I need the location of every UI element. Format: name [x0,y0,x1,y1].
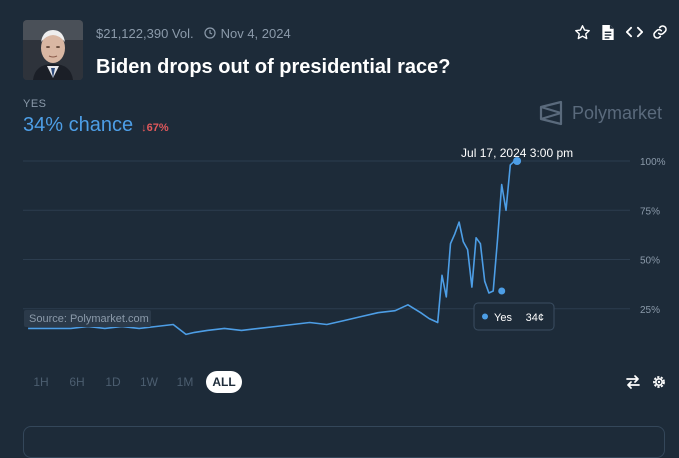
range-1h[interactable]: 1H [33,375,49,389]
hover-point [513,157,522,165]
source-label-bg [24,310,151,327]
chance-delta: ↓67% [141,122,169,134]
market-meta: $21,122,390 Vol. Nov 4, 2024 [96,24,291,42]
end-date: Nov 4, 2024 [203,25,291,41]
polymarket-logo-icon [539,100,563,126]
clock-icon [203,27,216,39]
star-button[interactable] [573,22,591,42]
time-range-selector: 1H 6H 1D 1W 1M ALL [26,371,242,393]
tooltip-series-dot [482,313,488,320]
embed-button[interactable] [625,22,643,42]
document-button[interactable] [599,22,617,42]
polymarket-logo: Polymarket [538,100,662,126]
y-tick-label: 100% [640,157,666,168]
y-tick-label: 75% [640,206,660,217]
chart-settings-button[interactable] [651,374,667,390]
outcome-label: YES [23,98,47,110]
source-label: Source: Polymarket.com [29,313,149,325]
copy-link-button[interactable] [651,22,669,42]
tooltip-series-name: Yes [494,312,512,324]
y-tick-label: 50% [640,256,660,267]
marker-point [498,287,506,295]
range-1d[interactable]: 1D [105,375,121,389]
range-1w[interactable]: 1W [140,375,158,389]
range-1m[interactable]: 1M [176,375,194,389]
arrow-down-icon: ↓ [141,122,147,134]
volume-text: $21,122,390 Vol. [96,25,194,41]
market-title: Biden drops out of presidential race? [96,56,451,78]
gear-icon [653,376,665,388]
chance-value: 34% chance [23,114,134,136]
swap-icon [626,375,640,389]
star-icon [574,24,590,39]
market-image [23,20,83,80]
tooltip-box [473,302,555,331]
market-actions [573,22,669,42]
y-tick-label: 25% [640,305,660,316]
document-icon [602,24,614,40]
chart-tools [625,374,667,390]
chance-summary: 34% chance ↓67% [23,114,169,137]
range-all[interactable]: ALL [206,371,242,393]
trade-panel [23,426,665,458]
brand-name: Polymarket [572,102,663,123]
chance-delta-value: 67% [146,122,169,134]
price-chart[interactable]: 25%50%75%100%Apr 1Apr 16May 1May 16Jun 1… [0,140,679,365]
code-icon [625,26,643,38]
swap-outcome-button[interactable] [625,374,641,390]
tooltip-price: 34¢ [526,312,544,324]
end-date-text: Nov 4, 2024 [220,25,291,41]
link-icon [653,25,667,39]
series-line-yes [28,160,518,336]
range-6h[interactable]: 6H [69,375,85,389]
hover-label: Jul 17, 2024 3:00 pm [461,146,573,160]
